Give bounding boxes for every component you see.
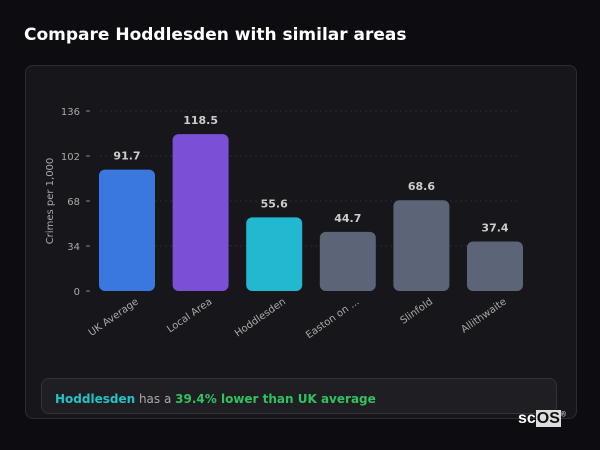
x-tick-label: Easton on ...	[304, 296, 361, 341]
x-tick-label: UK Average	[87, 296, 141, 338]
summary-box: Hoddlesden has a 39.4% lower than UK ave…	[41, 378, 557, 414]
y-axis-label: Crimes per 1,000	[45, 158, 56, 245]
data-label: 91.7	[113, 150, 140, 163]
summary-value: 39.4% lower than UK average	[175, 392, 376, 406]
x-tick-label: Local Area	[165, 296, 214, 335]
data-label: 44.7	[334, 212, 361, 225]
bar	[172, 134, 229, 291]
data-label: 55.6	[261, 197, 288, 210]
data-label: 37.4	[481, 222, 508, 235]
y-tick-label: 136	[61, 107, 80, 118]
scos-logo: scOS®	[518, 410, 567, 427]
bar	[319, 231, 376, 291]
summary-area: Hoddlesden	[55, 392, 136, 406]
bar	[246, 217, 303, 291]
y-tick-label: 0	[74, 287, 80, 298]
y-tick-label: 68	[67, 197, 80, 208]
data-label: 68.6	[408, 180, 435, 193]
x-tick-label: Hoddlesden	[233, 296, 288, 339]
bar	[99, 169, 155, 291]
summary-text: has a	[135, 392, 176, 406]
bar	[467, 241, 523, 291]
bar	[393, 200, 450, 291]
y-tick-label: 34	[67, 242, 80, 253]
x-tick-label: Slinfold	[398, 296, 435, 326]
x-tick-label: Allithwaite	[459, 296, 508, 335]
data-label: 118.5	[183, 114, 218, 127]
y-tick-label: 102	[61, 152, 80, 163]
page-title: Compare Hoddlesden with similar areas	[24, 25, 407, 45]
